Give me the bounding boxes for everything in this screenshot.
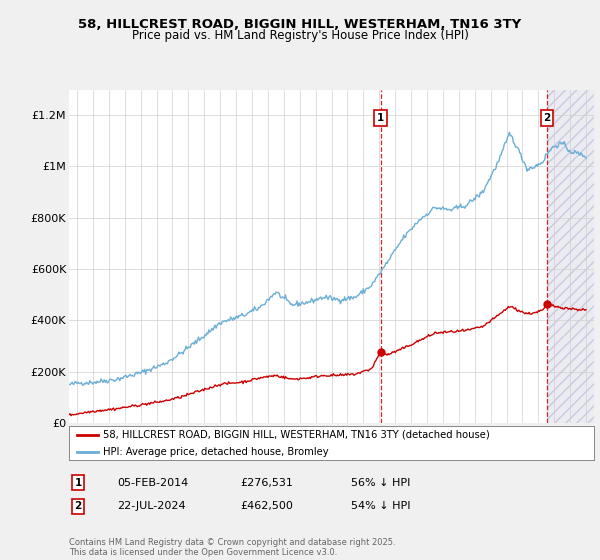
Text: 05-FEB-2014: 05-FEB-2014 (117, 478, 188, 488)
Bar (547, 90, 594, 423)
Text: 54% ↓ HPI: 54% ↓ HPI (351, 501, 410, 511)
Text: 22-JUL-2024: 22-JUL-2024 (117, 501, 185, 511)
Text: 58, HILLCREST ROAD, BIGGIN HILL, WESTERHAM, TN16 3TY: 58, HILLCREST ROAD, BIGGIN HILL, WESTERH… (79, 18, 521, 31)
Text: 1: 1 (74, 478, 82, 488)
Text: HPI: Average price, detached house, Bromley: HPI: Average price, detached house, Brom… (103, 447, 329, 456)
Text: Contains HM Land Registry data © Crown copyright and database right 2025.
This d: Contains HM Land Registry data © Crown c… (69, 538, 395, 557)
Text: £462,500: £462,500 (240, 501, 293, 511)
Text: 58, HILLCREST ROAD, BIGGIN HILL, WESTERHAM, TN16 3TY (detached house): 58, HILLCREST ROAD, BIGGIN HILL, WESTERH… (103, 430, 490, 440)
Text: Price paid vs. HM Land Registry's House Price Index (HPI): Price paid vs. HM Land Registry's House … (131, 29, 469, 42)
Text: 56% ↓ HPI: 56% ↓ HPI (351, 478, 410, 488)
Text: 2: 2 (544, 113, 551, 123)
Text: 1: 1 (377, 113, 384, 123)
Text: 2: 2 (74, 501, 82, 511)
Bar (547, 90, 594, 423)
Text: £276,531: £276,531 (240, 478, 293, 488)
